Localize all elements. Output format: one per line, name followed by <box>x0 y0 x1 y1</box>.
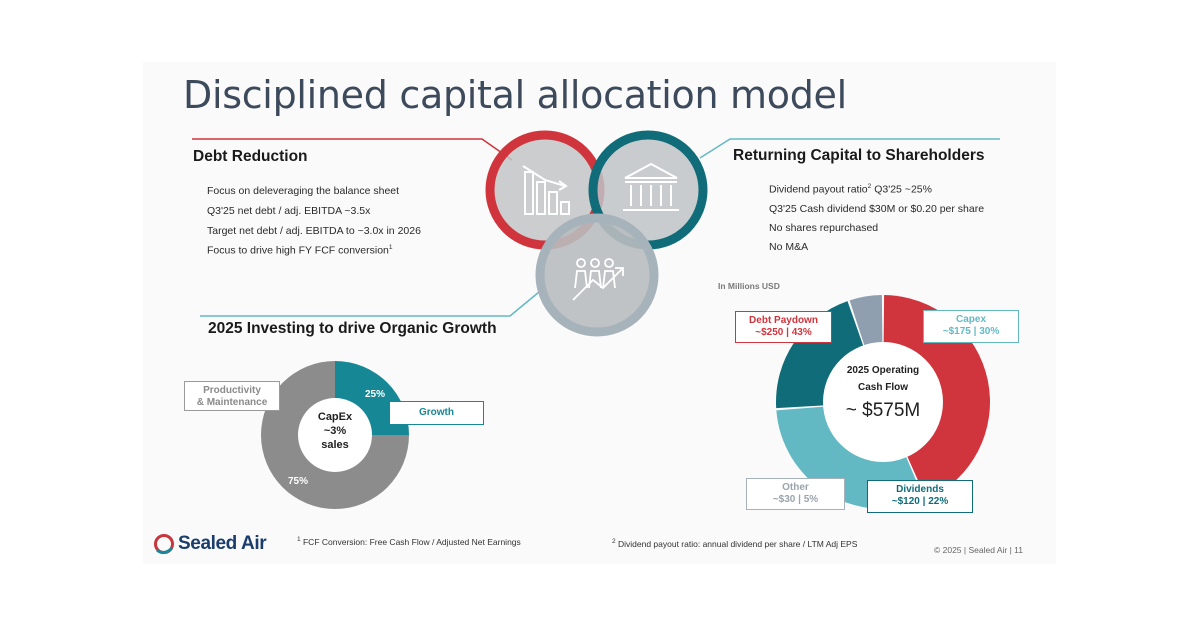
debt-bullet-3: Target net debt / adj. EBITDA to ~3.0x i… <box>207 225 421 237</box>
other-value: ~$30 | 5% <box>772 494 819 505</box>
capex-label: Capex ~$175 | 30% <box>923 310 1019 343</box>
returning-bullet-1-b: Q3'25 ~25% <box>871 183 932 196</box>
debt-bullet-4: Focus to drive high FY FCF conversion1 <box>207 244 393 257</box>
capex-center-label: CapEx ~3% sales <box>300 410 370 452</box>
returning-bullet-1-a: Dividend payout ratio <box>769 183 868 196</box>
growth-label: Growth <box>389 401 484 425</box>
returning-bullet-4: No M&A <box>769 241 809 253</box>
dividends-name: Dividends <box>896 484 944 495</box>
footnote-ref-1: 1 <box>388 244 393 251</box>
footnote-2-marker: 2 <box>612 538 616 545</box>
debt-bullet-4-text: Focus to drive high FY FCF conversion <box>207 244 389 257</box>
debt-bullet-2: Q3'25 net debt / adj. EBITDA ~3.5x <box>207 205 371 217</box>
productivity-label-line2: & Maintenance <box>196 397 268 408</box>
footnote-1-text: FCF Conversion: Free Cash Flow / Adjuste… <box>300 536 521 547</box>
productivity-maintenance-label: Productivity & Maintenance <box>184 381 280 411</box>
footnote-1-marker: 1 <box>297 536 301 543</box>
debt-paydown-label: Debt Paydown ~$250 | 43% <box>735 311 832 343</box>
footnote-2-text: Dividend payout ratio: annual dividend p… <box>615 538 858 549</box>
debt-reduction-heading: Debt Reduction <box>193 148 308 165</box>
capex-center-line2: ~3% <box>323 425 347 437</box>
venn-diagram <box>485 130 708 337</box>
bank-icon <box>623 162 679 211</box>
debt-bullet-1: Focus on deleveraging the balance sheet <box>207 185 400 197</box>
footnote-ref-2: 2 <box>867 183 872 190</box>
ocf-center-line2: Cash Flow <box>857 382 908 393</box>
sealed-air-logo-icon <box>154 534 174 555</box>
unit-label: In Millions USD <box>718 281 780 291</box>
returning-capital-heading: Returning Capital to Shareholders <box>733 147 985 164</box>
debt-paydown-name: Debt Paydown <box>749 315 818 326</box>
dividends-label: Dividends ~$120 | 22% <box>867 480 973 513</box>
other-label: Other ~$30 | 5% <box>746 478 845 510</box>
ocf-center-value: ~ $575M <box>845 400 921 421</box>
footnote-1: 1 FCF Conversion: Free Cash Flow / Adjus… <box>297 536 521 547</box>
page-title: Disciplined capital allocation model <box>183 73 847 117</box>
capex-donut-hole <box>298 398 372 472</box>
productivity-label-line1: Productivity <box>203 385 261 396</box>
capex-center-line3: sales <box>321 439 349 451</box>
logo-wordmark: Sealed Air <box>178 533 267 554</box>
declining-chart-icon <box>522 165 570 215</box>
investing-heading: 2025 Investing to drive Organic Growth <box>208 320 497 337</box>
capex-value: ~$175 | 30% <box>942 326 1000 337</box>
company-logo: Sealed Air <box>152 532 267 556</box>
debt-paydown-value: ~$250 | 43% <box>755 327 812 338</box>
returning-connector-line <box>699 138 1000 159</box>
maintenance-percent: 75% <box>288 476 309 487</box>
people-growth-icon <box>572 258 624 301</box>
other-name: Other <box>782 482 809 493</box>
venn-investing-circle <box>535 213 659 337</box>
dividends-value: ~$120 | 22% <box>891 496 949 507</box>
returning-bullet-2: Q3'25 Cash dividend $30M or $0.20 per sh… <box>769 203 985 215</box>
ocf-donut-hole <box>823 342 943 462</box>
growth-percent: 25% <box>365 389 386 400</box>
capex-name: Capex <box>955 314 986 325</box>
returning-bullet-3: No shares repurchased <box>769 222 879 234</box>
capex-center-line1: CapEx <box>317 411 353 423</box>
ocf-center-label: 2025 Operating Cash Flow ~ $575M <box>828 362 938 422</box>
copyright: © 2025 | Sealed Air | 11 <box>934 545 1023 555</box>
ocf-center-line1: 2025 Operating <box>846 365 920 376</box>
footnote-2: 2 Dividend payout ratio: annual dividend… <box>612 538 857 549</box>
investing-connector-line <box>200 286 546 317</box>
returning-bullet-1: Dividend payout ratio2 Q3'25 ~25% <box>769 183 932 196</box>
